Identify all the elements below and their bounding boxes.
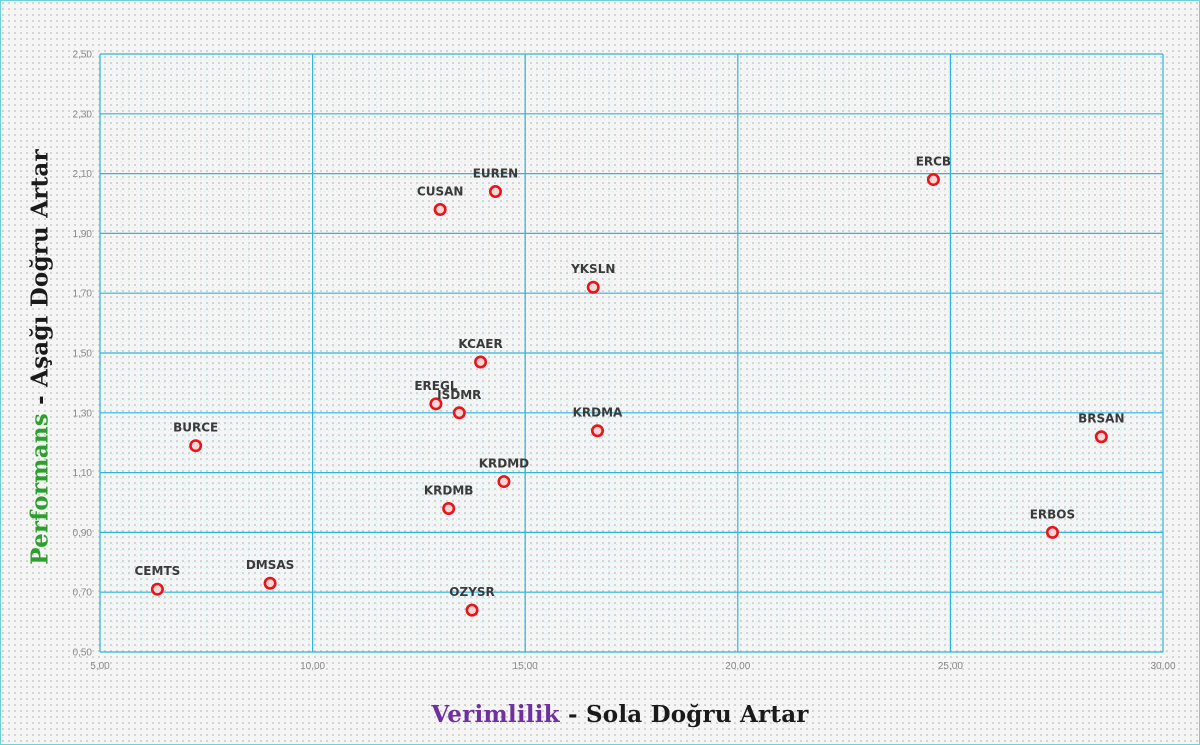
point-label: YKSLN bbox=[570, 262, 615, 276]
y-axis-title-rest: - Aşağı Doğru Artar bbox=[26, 149, 54, 414]
data-points bbox=[150, 173, 1108, 617]
data-point bbox=[150, 582, 164, 596]
data-point bbox=[488, 185, 502, 199]
x-axis-title-highlight: Verimlilik bbox=[431, 701, 560, 728]
x-tick-label: 10,00 bbox=[300, 661, 325, 672]
point-label: ERBOS bbox=[1030, 507, 1075, 521]
data-point bbox=[442, 501, 456, 515]
point-label: BRSAN bbox=[1078, 412, 1124, 426]
y-tick-label: 0,50 bbox=[73, 648, 93, 659]
data-point bbox=[586, 280, 600, 294]
y-tick-label: 2,10 bbox=[73, 169, 93, 180]
point-label: OZYSR bbox=[449, 585, 494, 599]
y-tick-label: 2,30 bbox=[73, 109, 93, 120]
data-point bbox=[474, 355, 488, 369]
x-tick-label: 30,00 bbox=[1150, 661, 1175, 672]
y-tick-label: 1,30 bbox=[73, 408, 93, 419]
data-point bbox=[497, 475, 511, 489]
point-label: EREGL bbox=[414, 379, 457, 393]
point-label: KRDMB bbox=[424, 483, 474, 497]
data-point bbox=[1045, 525, 1059, 539]
x-axis-ticks: 5,00 10,00 15,00 20,00 25,00 30,00 bbox=[90, 661, 1176, 672]
data-point bbox=[1094, 430, 1108, 444]
point-label: ERCB bbox=[916, 155, 951, 169]
y-tick-label: 1,70 bbox=[73, 289, 93, 300]
point-label: CEMTS bbox=[135, 564, 181, 578]
data-point bbox=[263, 576, 277, 590]
y-tick-label: 0,70 bbox=[73, 588, 93, 599]
x-axis-title-rest: - Sola Doğru Artar bbox=[559, 701, 809, 728]
y-tick-label: 1,10 bbox=[73, 468, 93, 479]
y-tick-label: 1,90 bbox=[73, 229, 93, 240]
data-point bbox=[189, 439, 203, 453]
point-label: BURCE bbox=[173, 421, 218, 435]
point-label: EUREN bbox=[473, 167, 518, 181]
y-tick-label: 2,50 bbox=[73, 50, 93, 61]
x-tick-label: 25,00 bbox=[938, 661, 963, 672]
point-label: KRDMA bbox=[573, 406, 623, 420]
y-tick-label: 1,50 bbox=[73, 349, 93, 360]
y-axis-ticks: 0,50 0,70 0,90 1,10 1,30 1,50 1,70 1,90 2,10 2,30… bbox=[73, 50, 93, 659]
data-point bbox=[429, 397, 443, 411]
point-label: KRDMD bbox=[479, 457, 529, 471]
data-point bbox=[433, 202, 447, 216]
point-label: KCAER bbox=[458, 337, 502, 351]
x-tick-label: 15,00 bbox=[513, 661, 538, 672]
data-point bbox=[926, 173, 940, 187]
data-point bbox=[590, 424, 604, 438]
major-grid bbox=[99, 53, 1164, 653]
y-tick-label: 0,90 bbox=[73, 528, 93, 539]
point-label: DMSAS bbox=[246, 558, 294, 572]
x-tick-label: 20,00 bbox=[725, 661, 750, 672]
data-point bbox=[452, 406, 466, 420]
point-label: ISDMR bbox=[437, 388, 481, 402]
y-axis-title: Performans - Aşağı Doğru Artar bbox=[27, 149, 54, 565]
x-tick-label: 5,00 bbox=[90, 661, 110, 672]
data-point bbox=[465, 603, 479, 617]
point-label: CUSAN bbox=[417, 184, 464, 198]
x-axis-title: Verimlilik - Sola Doğru Artar bbox=[0, 701, 1200, 728]
y-axis-title-highlight: Performans bbox=[26, 413, 54, 565]
